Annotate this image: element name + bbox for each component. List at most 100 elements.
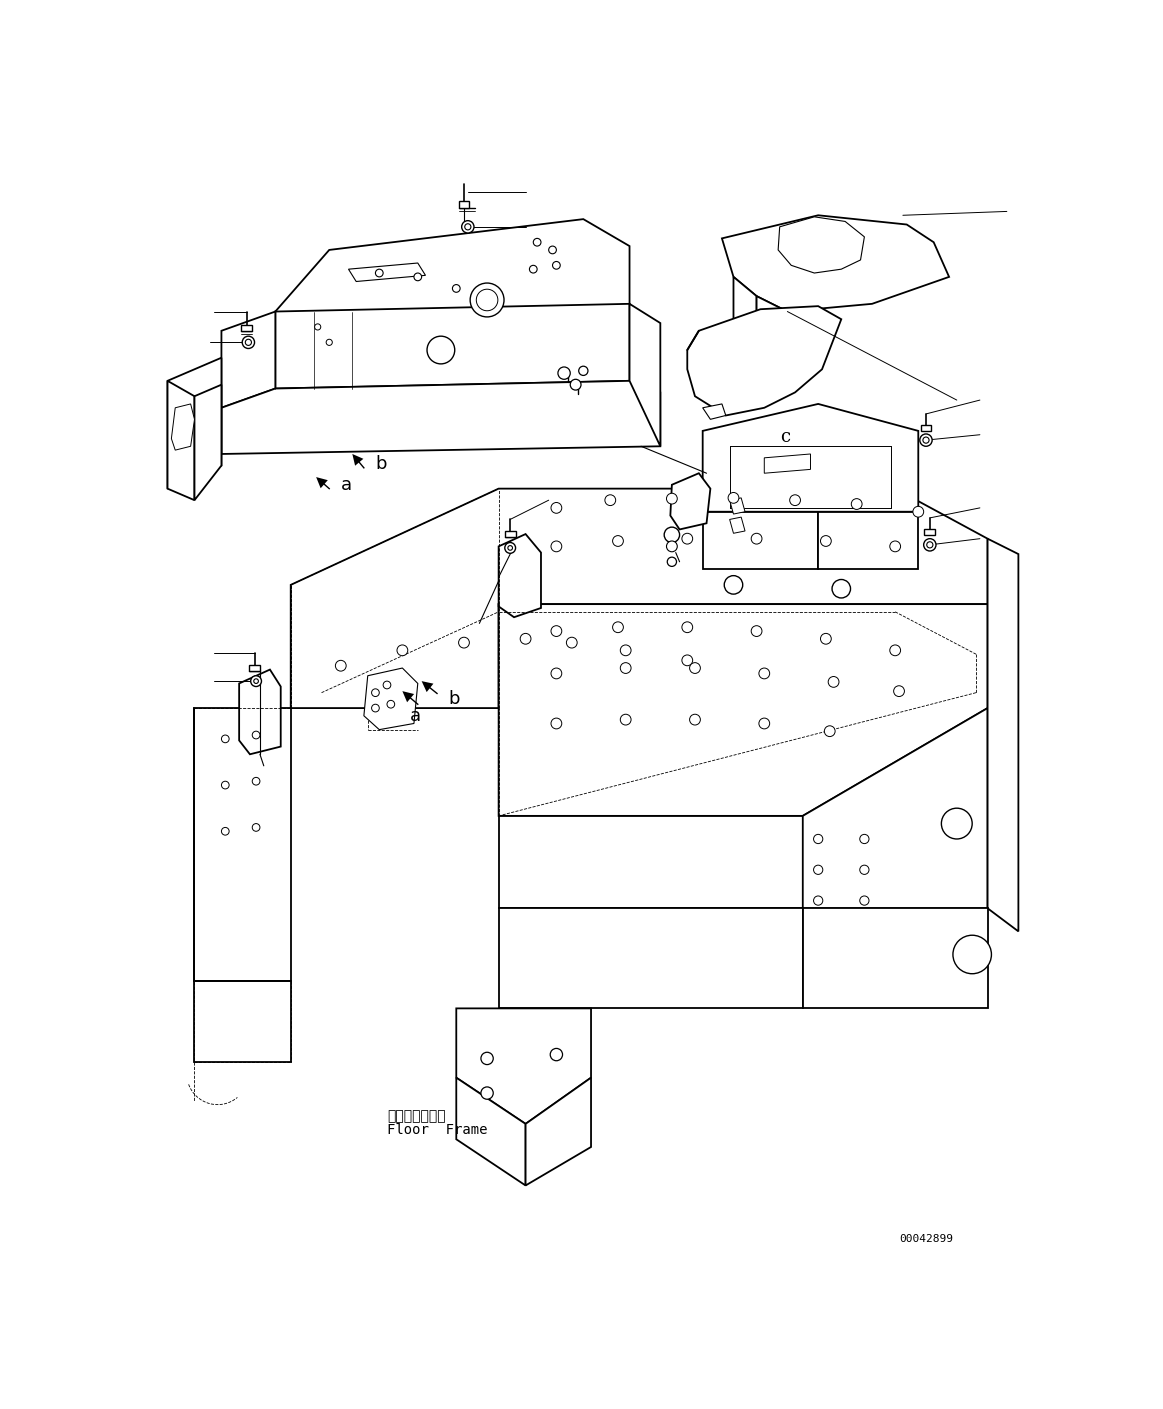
Polygon shape — [499, 604, 987, 816]
Circle shape — [952, 936, 991, 974]
Circle shape — [245, 340, 251, 345]
Polygon shape — [629, 304, 661, 447]
Circle shape — [666, 541, 677, 552]
Text: 00042899: 00042899 — [899, 1234, 952, 1244]
Circle shape — [759, 668, 770, 679]
Circle shape — [508, 545, 513, 551]
Text: b: b — [376, 455, 387, 473]
Circle shape — [221, 827, 229, 836]
Bar — [925, 528, 935, 535]
Circle shape — [668, 557, 677, 566]
Circle shape — [481, 1053, 493, 1065]
Circle shape — [613, 535, 623, 547]
Polygon shape — [526, 1078, 591, 1185]
Circle shape — [664, 527, 679, 542]
Circle shape — [682, 621, 693, 633]
Circle shape — [254, 679, 258, 683]
Circle shape — [534, 238, 541, 247]
Polygon shape — [194, 385, 221, 500]
Circle shape — [372, 704, 379, 712]
Polygon shape — [729, 517, 745, 533]
Polygon shape — [456, 1009, 591, 1124]
Polygon shape — [729, 497, 745, 514]
Circle shape — [376, 269, 383, 278]
Circle shape — [814, 834, 822, 844]
Circle shape — [505, 542, 515, 554]
Polygon shape — [364, 668, 418, 730]
Circle shape — [613, 621, 623, 633]
Polygon shape — [291, 489, 987, 709]
Circle shape — [859, 896, 869, 905]
Text: フロアフレーム: フロアフレーム — [387, 1109, 445, 1123]
Circle shape — [315, 324, 321, 330]
Bar — [242, 324, 252, 331]
Polygon shape — [819, 511, 919, 569]
Circle shape — [552, 262, 561, 269]
Circle shape — [335, 661, 347, 671]
Polygon shape — [456, 1078, 526, 1185]
Circle shape — [820, 634, 832, 644]
Text: a: a — [341, 476, 352, 493]
Circle shape — [751, 626, 762, 637]
Polygon shape — [352, 454, 363, 466]
Circle shape — [859, 834, 869, 844]
Polygon shape — [702, 404, 726, 420]
Circle shape — [252, 731, 261, 738]
Polygon shape — [802, 909, 987, 1009]
Circle shape — [465, 224, 471, 230]
Circle shape — [759, 719, 770, 728]
Circle shape — [923, 538, 936, 551]
Circle shape — [820, 535, 832, 547]
Polygon shape — [499, 534, 541, 617]
Text: c: c — [779, 428, 790, 447]
Circle shape — [828, 676, 839, 688]
Polygon shape — [702, 511, 819, 569]
Circle shape — [326, 340, 333, 345]
Circle shape — [551, 626, 562, 637]
Circle shape — [682, 533, 693, 544]
Circle shape — [550, 1048, 563, 1061]
Polygon shape — [778, 217, 864, 273]
Circle shape — [452, 285, 461, 292]
Circle shape — [814, 865, 822, 875]
Circle shape — [372, 689, 379, 696]
Circle shape — [913, 506, 923, 517]
Circle shape — [579, 366, 588, 375]
Polygon shape — [734, 278, 757, 362]
Circle shape — [751, 533, 762, 544]
Circle shape — [477, 289, 498, 311]
Circle shape — [551, 668, 562, 679]
Polygon shape — [167, 358, 221, 489]
Bar — [458, 201, 470, 207]
Circle shape — [470, 283, 504, 317]
Circle shape — [252, 778, 261, 785]
Polygon shape — [194, 982, 291, 1062]
Circle shape — [941, 809, 972, 838]
Circle shape — [462, 221, 475, 232]
Circle shape — [890, 645, 900, 655]
Polygon shape — [722, 216, 949, 311]
Polygon shape — [276, 220, 629, 338]
Circle shape — [251, 676, 262, 686]
Circle shape — [221, 781, 229, 789]
Circle shape — [397, 645, 408, 655]
Circle shape — [551, 541, 562, 552]
Circle shape — [252, 824, 261, 831]
Text: a: a — [411, 707, 421, 724]
Text: b: b — [449, 690, 461, 707]
Circle shape — [551, 503, 562, 513]
Circle shape — [549, 247, 556, 254]
Circle shape — [682, 655, 693, 665]
Circle shape — [566, 637, 577, 648]
Bar — [505, 531, 515, 537]
Circle shape — [221, 735, 229, 743]
Circle shape — [666, 493, 677, 504]
Circle shape — [814, 896, 822, 905]
Circle shape — [558, 366, 570, 379]
Circle shape — [690, 662, 700, 674]
Circle shape — [859, 865, 869, 875]
Bar — [921, 424, 932, 431]
Polygon shape — [499, 816, 802, 909]
Text: Floor  Frame: Floor Frame — [387, 1123, 487, 1137]
Polygon shape — [171, 404, 194, 449]
